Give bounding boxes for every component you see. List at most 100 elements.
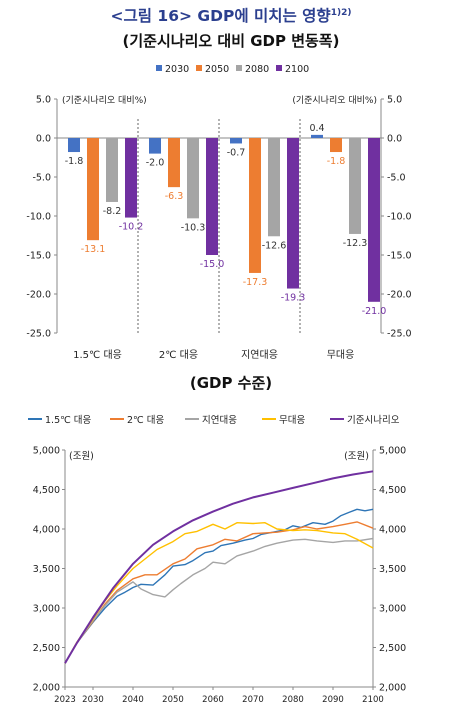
bar-2030 — [149, 138, 161, 154]
y-tick-label-left: 5.0 — [36, 95, 51, 106]
x-tick-label: 2070 — [242, 695, 264, 705]
x-tick-label: 2090 — [322, 695, 344, 705]
legend-label-5: 기준시나리오 — [347, 415, 400, 426]
legend-label-3: 지연대응 — [202, 415, 237, 426]
legend-label-2030: 2030 — [165, 64, 189, 75]
y-tick-label-right: -5.0 — [387, 173, 406, 184]
data-label-2080: -12.6 — [262, 240, 287, 251]
data-label-2050: -1.8 — [327, 156, 346, 167]
bar-2030 — [311, 134, 323, 138]
line-chart-title: (GDP 수준) — [189, 374, 273, 392]
x-tick-label: 2040 — [122, 695, 144, 705]
y-tick-label-right: -15.0 — [387, 251, 412, 262]
figure-title-footnote: 1)2) — [330, 7, 352, 18]
y-tick-label-left: -5.0 — [32, 173, 51, 184]
y-tick-label-left: 4,500 — [33, 485, 60, 496]
y-tick-label-left: 3,500 — [33, 564, 60, 575]
bar-2100 — [125, 138, 137, 218]
x-tick-label: 2050 — [162, 695, 184, 705]
legend-swatch-2100 — [276, 65, 282, 71]
legend-label-2: 2℃ 대응 — [127, 415, 164, 426]
bar-2080 — [349, 138, 361, 234]
right-unit-label: (기준시나리오 대비%) — [292, 95, 377, 106]
data-label-2030: 0.4 — [309, 123, 324, 134]
data-label-2030: -0.7 — [227, 147, 246, 158]
data-label-2100: -15.0 — [200, 259, 225, 270]
data-label-2030: -2.0 — [146, 158, 165, 169]
bar-chart-title: (기준시나리오 대비 GDP 변동폭) — [122, 32, 340, 50]
y-tick-label-left: 2,000 — [33, 683, 60, 694]
x-tick-label: 2100 — [362, 695, 384, 705]
y-tick-label-right: -20.0 — [387, 290, 412, 301]
y-tick-label-left: -25.0 — [26, 329, 51, 340]
y-tick-label-right: 0.0 — [387, 134, 402, 145]
left-unit-label: (기준시나리오 대비%) — [62, 95, 147, 106]
y-tick-label-left: 2,500 — [33, 643, 60, 654]
category-label: 지연대응 — [241, 349, 278, 361]
series-line-2 — [64, 521, 374, 664]
legend-label-4: 무대응 — [279, 415, 305, 426]
series-line-1 — [64, 508, 374, 664]
line-chart: 1.5℃ 대응 2℃ 대응 지연대응 무대응 기준시나리오 5,000 5,000 4,500… — [28, 415, 406, 705]
y-tick-label-left: 5,000 — [33, 446, 60, 457]
y-tick-label-right: 2,000 — [379, 683, 406, 694]
y-tick-label-right: 4,500 — [379, 485, 406, 496]
y-tick-label-right: 3,500 — [379, 564, 406, 575]
y-tick-label-right: 2,500 — [379, 643, 406, 654]
data-label-2030: -1.8 — [65, 156, 84, 167]
bar-2100 — [368, 138, 380, 302]
bar-2080 — [268, 138, 280, 237]
legend-swatch-2080 — [236, 65, 242, 71]
y-tick-label-left: -15.0 — [26, 251, 51, 262]
data-label-2080: -10.3 — [181, 222, 206, 233]
y-tick-label-left: -20.0 — [26, 290, 51, 301]
left-unit-label: (조원) — [69, 451, 94, 462]
data-label-2080: -8.2 — [103, 206, 122, 217]
series-line-5 — [64, 470, 374, 664]
data-label-2050: -6.3 — [165, 191, 184, 202]
bar-2100 — [206, 138, 218, 255]
x-tick-label: 2080 — [282, 695, 304, 705]
legend-swatch-2030 — [156, 65, 162, 71]
y-tick-label-right: -25.0 — [387, 329, 412, 340]
legend-swatch-2050 — [196, 65, 202, 71]
data-label-2100: -21.0 — [362, 306, 387, 317]
x-tick-label: 2030 — [82, 695, 104, 705]
bar-2030 — [68, 138, 80, 153]
y-tick-label-right: 3,000 — [379, 604, 406, 615]
bar-2050 — [330, 138, 342, 153]
data-label-2100: -10.2 — [119, 222, 144, 233]
bar-2080 — [106, 138, 118, 202]
legend-label-2100: 2100 — [285, 64, 309, 75]
data-label-2050: -13.1 — [81, 244, 106, 255]
category-label: 2℃ 대응 — [159, 349, 198, 361]
y-tick-label-right: 4,000 — [379, 525, 406, 536]
bar-2050 — [249, 138, 261, 273]
y-tick-label-right: 5,000 — [379, 446, 406, 457]
series-line-4 — [64, 521, 374, 664]
y-tick-label-left: 4,000 — [33, 525, 60, 536]
y-tick-label-left: 0.0 — [36, 134, 51, 145]
figure-title: <그림 16> GDP에 미치는 영향1)2) — [0, 4, 462, 26]
y-tick-label-left: 3,000 — [33, 604, 60, 615]
y-tick-label-right: -10.0 — [387, 212, 412, 223]
data-label-2050: -17.3 — [243, 277, 268, 288]
bar-2100 — [287, 138, 299, 289]
legend-label-2080: 2080 — [245, 64, 269, 75]
category-label: 1.5℃ 대응 — [73, 349, 122, 361]
bar-2030 — [230, 138, 242, 144]
x-tick-label: 2023 — [54, 695, 76, 705]
bar-2080 — [187, 138, 199, 219]
y-tick-label-right: 5.0 — [387, 95, 402, 106]
category-label: 무대응 — [327, 349, 355, 361]
legend-label-1: 1.5℃ 대응 — [45, 415, 92, 426]
y-tick-label-left: -10.0 — [26, 212, 51, 223]
bar-2050 — [168, 138, 180, 188]
series-line-3 — [64, 537, 374, 664]
data-label-2080: -12.3 — [343, 238, 368, 249]
data-label-2100: -19.3 — [281, 293, 306, 304]
bar-2050 — [87, 138, 99, 241]
bar-chart: 2030 2050 2080 2100 5.0 5.0 0.0 0.0 -5.0 -5.0 -10.… — [26, 64, 412, 361]
legend-label-2050: 2050 — [205, 64, 229, 75]
right-unit-label: (조원) — [344, 451, 369, 462]
